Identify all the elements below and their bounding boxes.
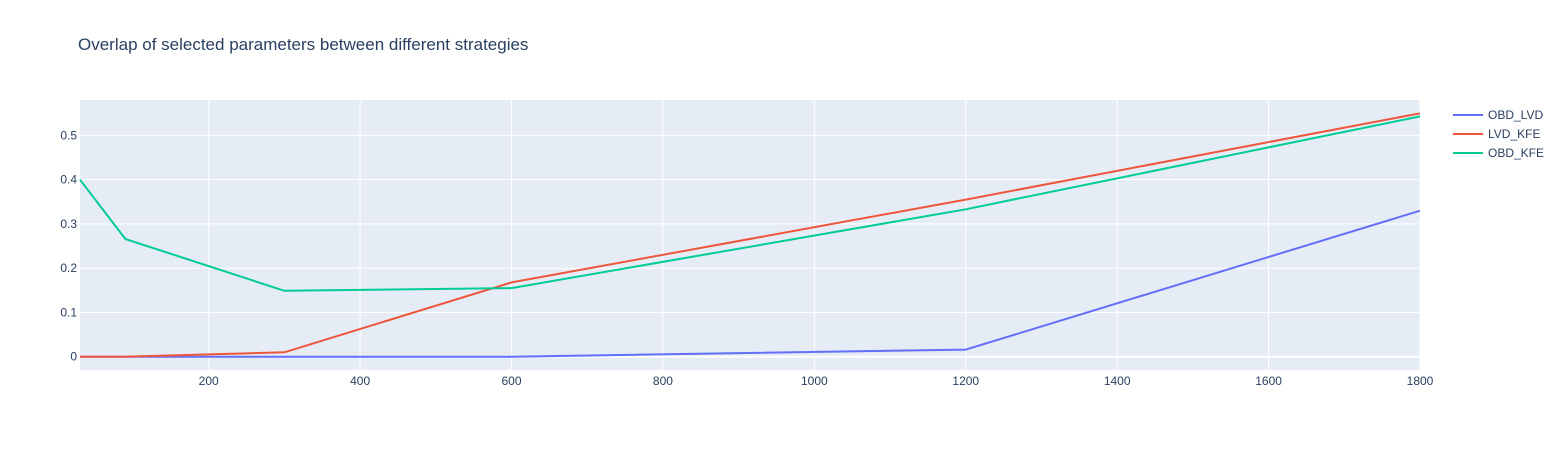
grid-lines: [80, 100, 1421, 370]
y-tick-label: 0.2: [60, 261, 77, 275]
x-tick-label: 1400: [1104, 374, 1131, 388]
y-tick-label: 0.5: [60, 128, 77, 142]
legend[interactable]: OBD_LVD LVD_KFE OBD_KFE: [1453, 108, 1544, 160]
x-tick-label: 400: [350, 374, 370, 388]
legend-item-obd-kfe[interactable]: OBD_KFE: [1453, 146, 1544, 160]
y-tick-label: 0.3: [60, 217, 77, 231]
series-line-obd-kfe: [79, 115, 1421, 292]
series-line-lvd-kfe: [80, 112, 1421, 358]
legend-label: LVD_KFE: [1488, 127, 1540, 141]
legend-item-lvd-kfe[interactable]: LVD_KFE: [1453, 127, 1540, 141]
y-tick-label: 0.4: [60, 173, 77, 187]
x-tick-label: 1200: [952, 374, 979, 388]
y-axis-ticks: 0 0.1 0.2 0.3 0.4 0.5: [60, 128, 77, 363]
x-tick-label: 200: [199, 374, 219, 388]
y-tick-label: 0: [70, 350, 77, 364]
x-tick-label: 800: [653, 374, 673, 388]
x-tick-label: 1600: [1255, 374, 1282, 388]
legend-item-obd-lvd[interactable]: OBD_LVD: [1453, 108, 1543, 122]
chart-title: Overlap of selected parameters between d…: [78, 35, 528, 54]
legend-label: OBD_LVD: [1488, 108, 1543, 122]
x-axis-ticks: 200 400 600 800 1000 1200 1400 1600 1800: [199, 374, 1434, 388]
x-tick-label: 1000: [801, 374, 828, 388]
x-tick-label: 600: [502, 374, 522, 388]
series-lines: [79, 112, 1421, 358]
y-tick-label: 0.1: [60, 305, 77, 319]
legend-label: OBD_KFE: [1488, 146, 1544, 160]
plot-area: [80, 100, 1420, 370]
x-tick-label: 1800: [1407, 374, 1434, 388]
